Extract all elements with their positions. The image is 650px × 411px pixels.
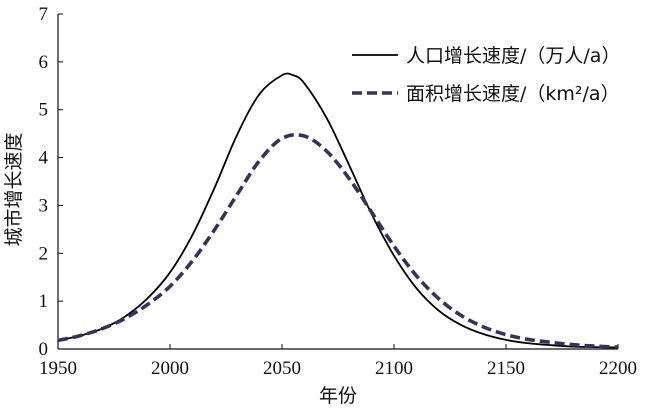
x-tick-label-2100: 2100 (375, 358, 413, 379)
y-tick-label-3: 3 (39, 195, 49, 216)
x-axis-label: 年份 (319, 385, 357, 407)
x-tick-label-2050: 2050 (263, 358, 301, 379)
y-tick-label-5: 5 (39, 100, 49, 121)
x-tick-label-2200: 2200 (599, 358, 637, 379)
y-tick-label-2: 2 (39, 243, 49, 264)
x-tick-label-2150: 2150 (487, 358, 525, 379)
series-line-2 (57, 132, 619, 349)
axes: 0 1 2 3 4 5 6 7 1950 2000 2050 2100 2150 2200 (39, 4, 638, 379)
legend: 人口增长速度/（万人/a） 面积增长速度/（km²/a） (352, 45, 620, 105)
legend-label-2: 面积增长速度/（km²/a） (406, 83, 620, 105)
x-tick-label-2000: 2000 (151, 358, 189, 379)
y-tick-label-0: 0 (39, 339, 49, 360)
y-tick-label-4: 4 (39, 148, 49, 169)
x-tick-label-1950: 1950 (39, 358, 77, 379)
y-tick-label-6: 6 (39, 52, 49, 73)
y-tick-label-1: 1 (39, 291, 49, 312)
y-axis-label: 城市增长速度 (3, 132, 25, 246)
y-tick-label-7: 7 (39, 4, 49, 25)
series-layer (57, 72, 619, 349)
legend-label-1: 人口增长速度/（万人/a） (406, 45, 620, 67)
series-line-1 (57, 72, 619, 349)
